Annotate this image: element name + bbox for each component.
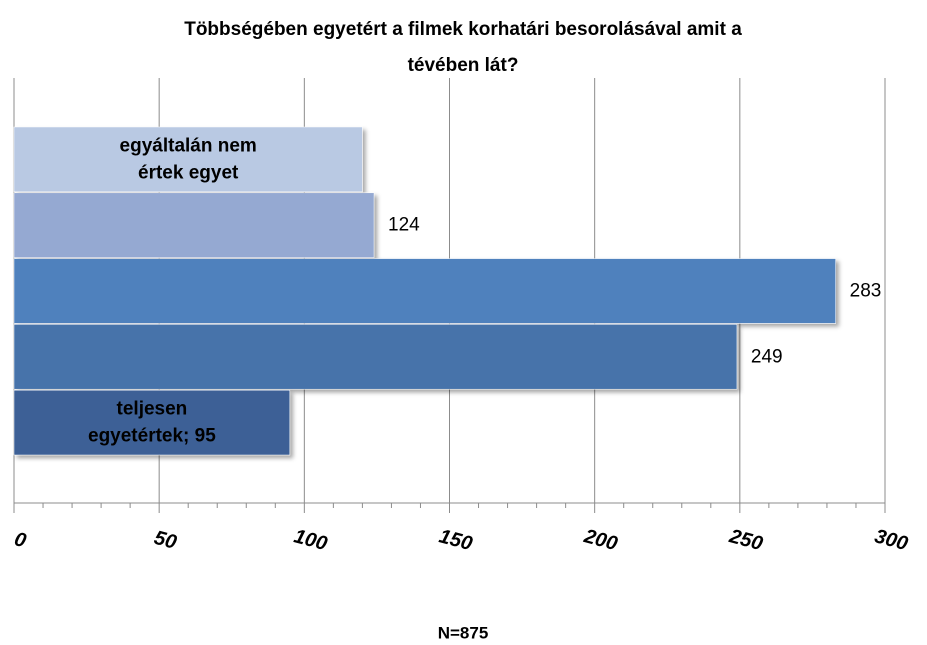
bar — [13, 258, 836, 324]
x-tick-label: 100 — [292, 525, 330, 555]
data-label: teljesen egyetértek; 95 — [88, 399, 216, 447]
x-tick-label: 150 — [437, 525, 475, 555]
bar — [13, 324, 738, 390]
x-tick-label: 250 — [726, 525, 765, 555]
category-label: egyáltalán nem értek egyet — [120, 135, 257, 183]
bar — [13, 389, 291, 456]
data-label: 124 — [388, 215, 420, 236]
data-label: 249 — [751, 346, 783, 367]
chart-title: Többségében egyetért a filmek korhatári … — [184, 19, 742, 76]
x-tick-label: 300 — [872, 525, 910, 555]
x-tick-label: 50 — [152, 527, 179, 554]
data-label: 283 — [850, 281, 882, 302]
note: N=875 — [438, 623, 489, 642]
bar — [13, 192, 375, 258]
x-tick-label: 200 — [581, 525, 620, 555]
bar — [13, 126, 363, 193]
x-tick-label: 0 — [12, 528, 28, 552]
